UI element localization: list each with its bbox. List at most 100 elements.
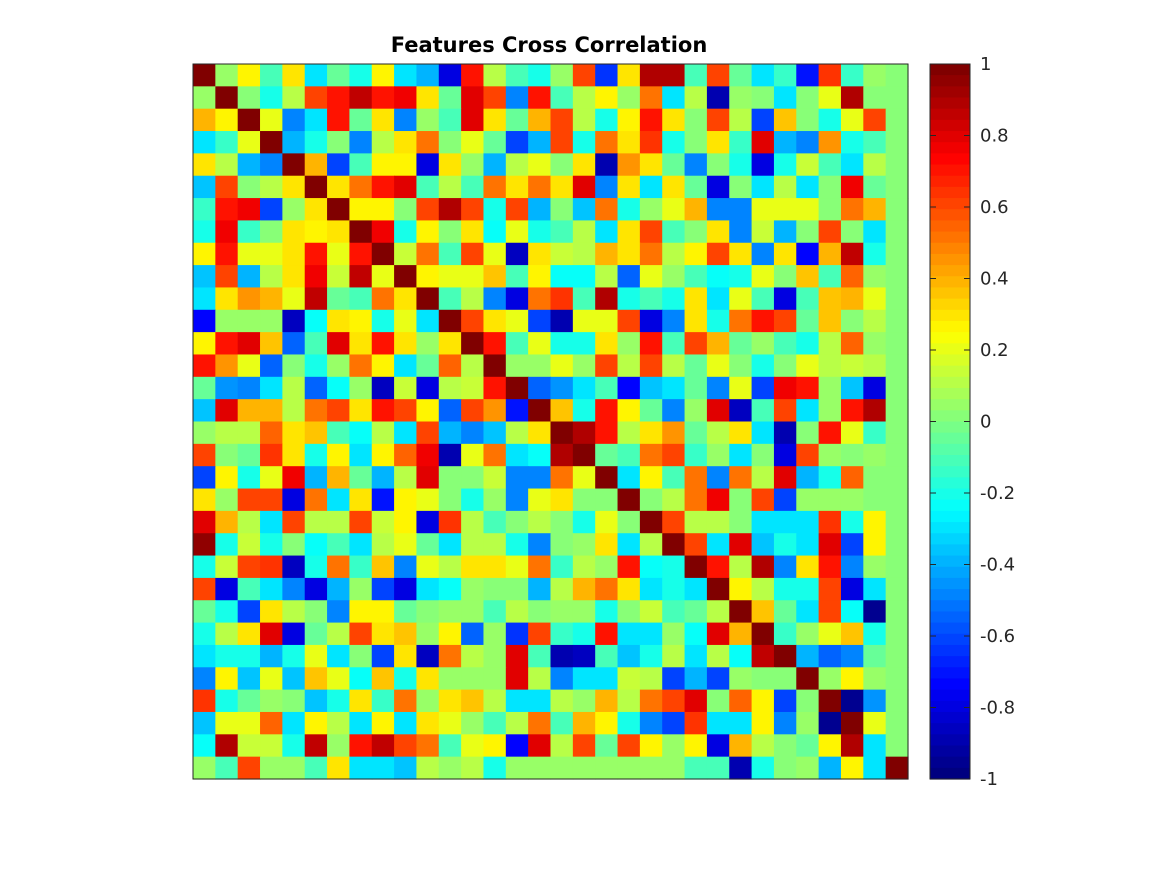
heatmap-cell: [371, 533, 395, 557]
heatmap-cell: [572, 309, 596, 333]
heatmap-cell: [773, 443, 797, 467]
heatmap-cell: [327, 131, 351, 154]
heatmap-cell: [662, 220, 686, 244]
heatmap-cell: [260, 108, 283, 132]
heatmap-cell: [215, 153, 239, 177]
heatmap-cell: [260, 175, 283, 199]
heatmap-cell: [394, 577, 418, 601]
heatmap-cell: [327, 220, 351, 244]
heatmap-cell: [639, 622, 663, 646]
heatmap-cell: [796, 376, 820, 400]
heatmap-cell: [639, 533, 663, 557]
heatmap-cell: [237, 198, 261, 222]
heatmap-cell: [193, 198, 216, 222]
heatmap-cell: [662, 86, 686, 110]
heatmap-cell: [617, 198, 641, 222]
heatmap-cell: [796, 175, 820, 199]
heatmap-cell: [237, 443, 261, 467]
heatmap-cell: [438, 153, 462, 177]
heatmap-cell: [662, 644, 686, 668]
heatmap-cell: [639, 756, 663, 780]
heatmap-cell: [461, 354, 485, 378]
heatmap-cell: [483, 756, 507, 780]
heatmap-cell: [572, 354, 596, 378]
heatmap-cell: [840, 198, 864, 222]
heatmap-cell: [371, 555, 395, 579]
heatmap-cell: [550, 555, 574, 579]
heatmap-cell: [706, 533, 730, 557]
heatmap-cell: [528, 555, 552, 579]
heatmap-cell: [282, 153, 306, 177]
heatmap-cell: [282, 287, 306, 311]
heatmap-cell: [595, 734, 619, 758]
heatmap-cell: [818, 198, 842, 222]
heatmap-cell: [572, 443, 596, 467]
heatmap-cell: [706, 220, 730, 244]
heatmap-cell: [684, 108, 708, 132]
heatmap-cell: [706, 510, 730, 534]
heatmap-cell: [662, 309, 686, 333]
heatmap-cell: [729, 622, 753, 646]
heatmap-cell: [483, 644, 507, 668]
heatmap-cell: [483, 622, 507, 646]
colorbar-band: [930, 220, 970, 233]
heatmap-cell: [706, 64, 730, 87]
heatmap-cell: [349, 711, 373, 735]
colorbar-band: [930, 466, 970, 478]
heatmap-cell: [796, 510, 820, 534]
heatmap-cell: [773, 600, 797, 624]
heatmap-cell: [461, 376, 485, 400]
heatmap-cell: [528, 756, 552, 780]
heatmap-cell: [840, 354, 864, 378]
heatmap-cell: [528, 689, 552, 713]
heatmap-cell: [863, 734, 887, 758]
heatmap-cell: [304, 131, 328, 154]
heatmap-cell: [394, 734, 418, 758]
heatmap-cell: [706, 309, 730, 333]
heatmap-cell: [528, 354, 552, 378]
colorbar-band: [930, 544, 970, 557]
colorbar-band: [930, 756, 970, 769]
heatmap-cell: [327, 242, 351, 266]
heatmap-cell: [885, 421, 909, 445]
heatmap-cell: [237, 622, 261, 646]
heatmap-cell: [550, 332, 574, 356]
heatmap-cell: [863, 354, 887, 378]
heatmap-cell: [394, 443, 418, 467]
heatmap-cell: [505, 287, 529, 311]
heatmap-cell: [371, 108, 395, 132]
heatmap-cell: [304, 175, 328, 199]
heatmap-cell: [237, 600, 261, 624]
heatmap-cell: [327, 198, 351, 222]
heatmap-cell: [595, 354, 619, 378]
heatmap-cell: [193, 242, 216, 266]
heatmap-cell: [773, 198, 797, 222]
heatmap-cell: [729, 577, 753, 601]
colorbar-band: [930, 711, 970, 724]
heatmap-cell: [550, 64, 574, 87]
heatmap-cell: [706, 421, 730, 445]
heatmap-cell: [461, 309, 485, 333]
heatmap-cell: [796, 577, 820, 601]
heatmap-cell: [528, 443, 552, 467]
heatmap-cell: [215, 734, 239, 758]
heatmap-cell: [885, 242, 909, 266]
heatmap-cell: [461, 577, 485, 601]
heatmap-cell: [662, 622, 686, 646]
heatmap-cell: [863, 86, 887, 110]
heatmap-cell: [863, 376, 887, 400]
heatmap-cell: [327, 443, 351, 467]
heatmap-cell: [193, 421, 216, 445]
heatmap-cell: [617, 533, 641, 557]
heatmap-cell: [327, 644, 351, 668]
heatmap-cell: [840, 332, 864, 356]
heatmap-cell: [461, 198, 485, 222]
heatmap-cell: [483, 421, 507, 445]
heatmap-cell: [595, 466, 619, 490]
heatmap-cell: [349, 220, 373, 244]
heatmap-cell: [840, 421, 864, 445]
heatmap-cell: [483, 510, 507, 534]
heatmap-cell: [483, 242, 507, 266]
heatmap-cell: [349, 332, 373, 356]
heatmap-cell: [193, 332, 216, 356]
